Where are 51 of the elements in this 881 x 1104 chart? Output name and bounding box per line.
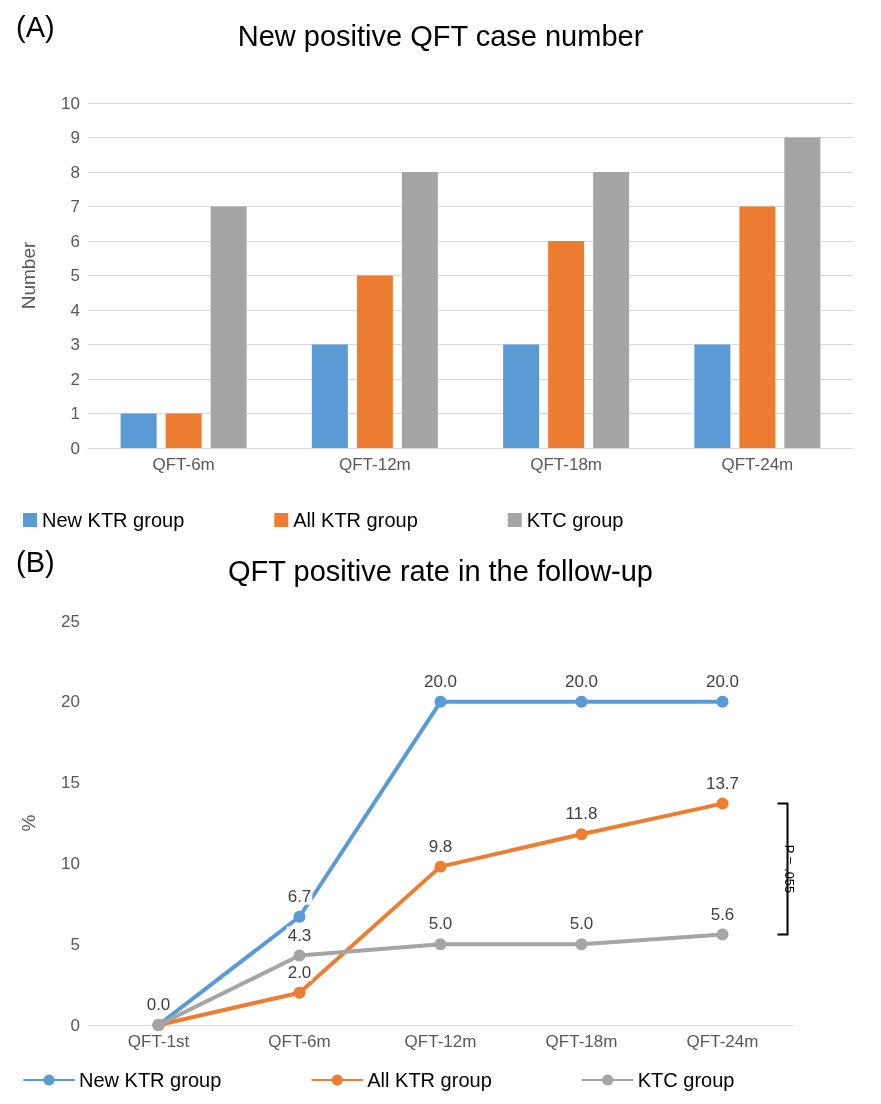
legend-label: KTC group bbox=[637, 1069, 735, 1091]
data-label: 6.7 bbox=[287, 886, 312, 906]
data-label: 9.8 bbox=[428, 836, 453, 856]
x-tick-label: QFT-18m bbox=[545, 1032, 618, 1051]
x-tick-label: QFT-6m bbox=[152, 455, 215, 474]
y-tick-label: 1 bbox=[70, 404, 80, 423]
chart-title: QFT positive rate in the follow-up bbox=[228, 554, 653, 587]
y-tick-label: 0 bbox=[70, 438, 80, 458]
y-axis-title: % bbox=[18, 814, 39, 832]
x-tick-label: QFT-18m bbox=[530, 455, 603, 474]
legend-label: All KTR group bbox=[293, 509, 418, 531]
x-tick-label: QFT-12m bbox=[404, 1032, 477, 1051]
y-tick-label: 7 bbox=[70, 197, 80, 216]
data-label: 4.3 bbox=[287, 925, 312, 945]
data-label: 13.7 bbox=[705, 773, 740, 793]
legend-label: KTC group bbox=[526, 509, 624, 531]
y-tick-label: 0 bbox=[70, 1015, 80, 1035]
data-label: 20.0 bbox=[564, 671, 599, 691]
y-tick-label: 5 bbox=[70, 266, 80, 285]
x-tick-label: QFT-24m bbox=[686, 1032, 759, 1051]
y-tick-label: 4 bbox=[70, 300, 80, 320]
data-label: 2.0 bbox=[287, 962, 312, 982]
data-label: 5.0 bbox=[428, 914, 453, 934]
y-tick-label: 25 bbox=[61, 611, 80, 631]
legend-label: New KTR group bbox=[42, 509, 185, 531]
legend-label: All KTR group bbox=[367, 1069, 492, 1091]
y-tick-label: 2 bbox=[70, 369, 80, 389]
text: (B) bbox=[16, 545, 55, 578]
data-label: 5.6 bbox=[710, 904, 735, 924]
data-label: 20.0 bbox=[423, 671, 458, 691]
data-label: 20.0 bbox=[705, 671, 740, 691]
y-tick-label: 9 bbox=[70, 128, 80, 147]
y-tick-label: 8 bbox=[70, 162, 80, 182]
data-label: 0.0 bbox=[146, 995, 171, 1014]
y-tick-label: 20 bbox=[61, 692, 80, 712]
data-label: 11.8 bbox=[565, 804, 598, 824]
y-axis-title: Number bbox=[18, 241, 39, 310]
text: (A) bbox=[16, 10, 55, 43]
x-tick-label: QFT-6m bbox=[268, 1032, 331, 1051]
y-tick-label: 15 bbox=[61, 773, 80, 793]
x-tick-label: QFT-1st bbox=[127, 1032, 190, 1051]
y-tick-label: 5 bbox=[70, 934, 80, 954]
x-tick-label: QFT-12m bbox=[338, 455, 411, 474]
y-tick-label: 10 bbox=[61, 93, 80, 113]
chart-title: New positive QFT case number bbox=[237, 19, 644, 52]
data-label: 5.0 bbox=[569, 914, 594, 934]
y-tick-label: 10 bbox=[61, 853, 80, 873]
x-tick-label: QFT-24m bbox=[721, 455, 794, 474]
y-tick-label: 3 bbox=[70, 335, 80, 354]
y-tick-label: 6 bbox=[70, 231, 80, 251]
legend-label: New KTR group bbox=[79, 1069, 222, 1091]
